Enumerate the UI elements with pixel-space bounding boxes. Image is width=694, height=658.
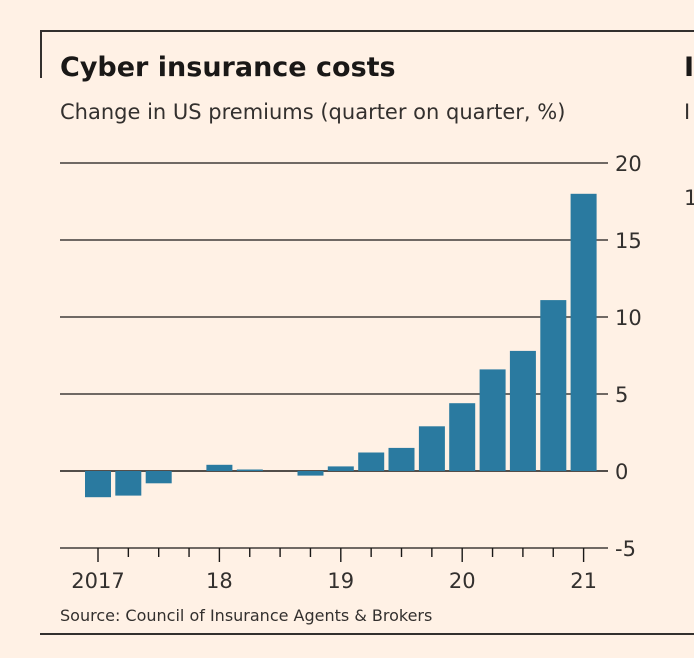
bar xyxy=(570,193,597,472)
bar xyxy=(479,369,506,471)
bar xyxy=(509,350,536,471)
frame-left-border xyxy=(40,30,42,78)
x-tick-label: 20 xyxy=(449,569,476,593)
y-tick-label: 10 xyxy=(615,306,642,330)
bar xyxy=(327,466,354,471)
next-panel-subtitle: I xyxy=(684,100,691,124)
bar xyxy=(297,471,324,476)
bar xyxy=(115,471,142,496)
frame-bottom-border xyxy=(40,633,694,635)
x-tick-label: 2017 xyxy=(71,569,124,593)
x-tick-label: 19 xyxy=(327,569,354,593)
bar xyxy=(540,300,567,471)
bar xyxy=(145,471,172,484)
y-tick-label: 5 xyxy=(615,383,628,407)
chart-title: Cyber insurance costs xyxy=(60,52,396,83)
x-tick-label: 21 xyxy=(570,569,597,593)
bar xyxy=(236,469,263,471)
frame-top-border xyxy=(40,30,694,32)
bar xyxy=(85,471,111,498)
next-panel-tick: 1 xyxy=(684,186,694,210)
bar xyxy=(388,447,415,471)
next-panel-title: I xyxy=(684,52,694,83)
y-tick-label: -5 xyxy=(615,537,636,561)
y-tick-label: 15 xyxy=(615,229,642,253)
bar xyxy=(449,403,476,471)
chart-subtitle: Change in US premiums (quarter on quarte… xyxy=(60,100,566,124)
bar xyxy=(418,426,445,471)
x-tick-label: 18 xyxy=(206,569,233,593)
bar xyxy=(358,452,385,471)
y-tick-label: 0 xyxy=(615,460,628,484)
y-tick-label: 20 xyxy=(615,152,642,176)
chart-source: Source: Council of Insurance Agents & Br… xyxy=(60,606,433,625)
bar xyxy=(206,464,233,471)
